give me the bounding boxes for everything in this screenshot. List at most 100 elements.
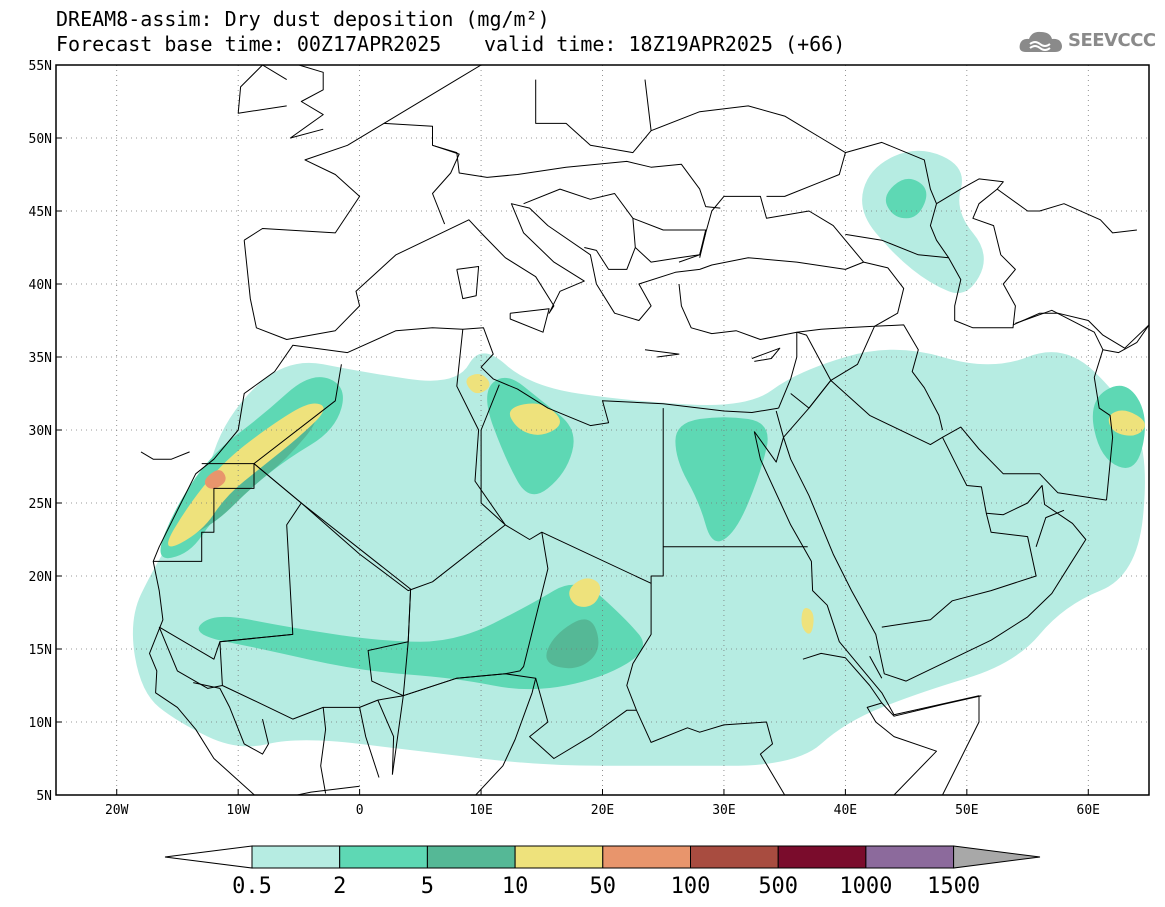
boundary-arabia-coast <box>783 426 1107 682</box>
boundary-border-algeria <box>253 329 506 592</box>
dust-region-very-heavy-dust-red-sea <box>801 607 814 634</box>
boundary-border-turkey-east <box>796 261 905 333</box>
boundary-border-ethiopia <box>802 652 937 795</box>
boundary-turkey-levant-coast <box>678 283 798 409</box>
colorbar-swatch <box>690 845 779 869</box>
boundary-border-somalia <box>881 695 982 717</box>
boundary-border-cyprus <box>751 347 781 362</box>
lon-label: 30E <box>712 803 735 818</box>
longitude-labels: 20W 10W 0 10E 20E 30E 40E 50E 60E <box>105 789 1100 818</box>
lat-label: 35N <box>29 351 52 366</box>
logo-text: SEEVCCC <box>1068 30 1156 51</box>
colorbar-swatch <box>865 845 955 869</box>
boundary-border-jordan-syria <box>790 331 832 409</box>
boundary-border-nigeria <box>391 673 537 795</box>
dust-region-extreme-dust-western-sahara <box>204 470 226 489</box>
boundary-border-ukraine <box>650 105 846 197</box>
colorbar-swatch <box>514 845 604 869</box>
lat-label: 40N <box>29 278 52 293</box>
boundary-border-europe-1 <box>432 144 721 209</box>
boundary-border-balkans <box>523 188 636 270</box>
dust-region-very-heavy-dust-iran <box>1108 410 1145 436</box>
colorbar-label: 5 <box>421 874 434 899</box>
lon-label: 10E <box>469 803 492 818</box>
lon-label: 20E <box>591 803 614 818</box>
forecast-time-line: Forecast base time: 00Z17APR2025 valid ti… <box>56 32 845 56</box>
boundary-border-kaz-turkm <box>996 188 1137 234</box>
colorbar-label: 500 <box>758 874 798 899</box>
boundary-border-arabia-inner <box>1035 509 1065 547</box>
boundary-border-iran-east <box>1015 309 1114 501</box>
boundary-border-crete <box>644 349 680 358</box>
dust-region-very-heavy-dust-chad <box>569 578 601 607</box>
lat-label: 45N <box>29 205 52 220</box>
lat-label: 30N <box>29 424 52 439</box>
boundary-europe-coast <box>243 65 482 241</box>
cloud-icon <box>1019 31 1062 52</box>
boundary-border-cameroon-car <box>529 678 637 759</box>
boundary-iberia-coast <box>243 195 865 340</box>
colorbar-label: 0.5 <box>232 874 272 899</box>
map-title: DREAM8-assim: Dry dust deposition (mg/m²… <box>56 7 550 31</box>
coastlines-borders <box>140 65 1149 795</box>
dust-region-moderate-dust-caspian <box>885 178 927 219</box>
colorbar-label: 2 <box>333 874 346 899</box>
boundary-border-benin <box>377 699 395 775</box>
boundary-border-w-africa-1 <box>153 463 255 562</box>
boundary-border-ivory-ghana <box>320 707 327 794</box>
colorbar-swatch <box>339 845 428 869</box>
dust-region-heavy-dust-chad <box>546 619 599 669</box>
boundary-border-sicily <box>509 308 550 333</box>
boundary-border-sudan-chad <box>626 583 786 795</box>
dust-region-very-heavy-dust-nw-africa <box>168 403 324 547</box>
dust-region-moderate-dust-egypt <box>675 417 768 542</box>
colorbar-swatch <box>251 845 341 869</box>
lon-label: 20W <box>105 803 129 818</box>
colorbar: 0.5 2 5 10 50 100 500 1000 1500 <box>164 845 1041 899</box>
boundary-caspian-west <box>929 178 1016 329</box>
colorbar-swatch <box>426 845 516 869</box>
colorbar-label: 100 <box>671 874 711 899</box>
colorbar-over-arrow <box>953 845 1041 869</box>
boundary-border-italy-islands <box>456 266 480 300</box>
boundary-border-bulgaria <box>632 217 707 263</box>
boundary-border-afghanistan <box>1102 324 1149 354</box>
boundary-border-guinea <box>193 682 269 755</box>
seevccc-logo: SEEVCCC <box>1018 26 1156 58</box>
lat-label: 50N <box>29 132 52 147</box>
boundary-border-yemen <box>881 513 1037 628</box>
lat-label: 25N <box>29 497 52 512</box>
colorbar-label: 50 <box>590 874 617 899</box>
boundary-border-europe-2 <box>383 122 460 225</box>
valid-time: valid time: 18Z19APR2025 (+66) <box>484 32 846 56</box>
dust-region-moderate-dust-libya <box>487 377 574 495</box>
lon-label: 10W <box>226 803 250 818</box>
dust-region-very-heavy-dust-libya <box>509 403 560 435</box>
boundary-border-turkmen-iran <box>1012 312 1149 349</box>
dust-region-moderate-dust-sahel <box>198 584 643 690</box>
lon-label: 40E <box>834 803 857 818</box>
latitude-labels: 55N 50N 45N 40N 35N 30N 25N 20N 15N 10N 5N <box>29 59 62 804</box>
boundary-border-caucasus <box>845 233 949 259</box>
lon-label: 60E <box>1077 803 1100 818</box>
colorbar-swatch <box>602 845 691 869</box>
colorbar-under-arrow <box>164 845 253 869</box>
boundary-red-sea-west-coast <box>753 431 980 795</box>
lat-label: 15N <box>29 643 52 658</box>
boundary-border-uk <box>289 65 324 139</box>
base-time: Forecast base time: 00Z17APR2025 <box>56 32 442 56</box>
colorbar-label: 10 <box>502 874 529 899</box>
boundary-border-iraq-iran <box>830 324 943 431</box>
boundary-north-africa-coast <box>149 327 779 795</box>
boundary-border-russia-kaz <box>845 141 937 204</box>
lat-label: 5N <box>36 789 52 804</box>
colorbar-label: 1000 <box>839 874 892 899</box>
boundary-border-red-sea-islands <box>869 656 883 679</box>
lat-label: 20N <box>29 570 52 585</box>
boundary-border-canaries <box>140 451 190 460</box>
boundary-border-togo-benin <box>359 707 380 778</box>
lat-label: 55N <box>29 59 52 74</box>
colorbar-swatch <box>777 845 867 869</box>
colorbar-label: 1500 <box>927 874 980 899</box>
